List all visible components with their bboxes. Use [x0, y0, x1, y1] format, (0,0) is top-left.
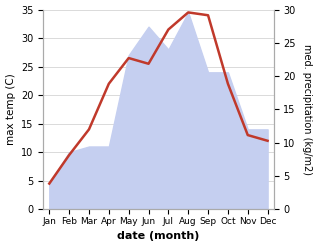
X-axis label: date (month): date (month) [117, 231, 200, 242]
Y-axis label: max temp (C): max temp (C) [5, 74, 16, 145]
Y-axis label: med. precipitation (kg/m2): med. precipitation (kg/m2) [302, 44, 313, 175]
